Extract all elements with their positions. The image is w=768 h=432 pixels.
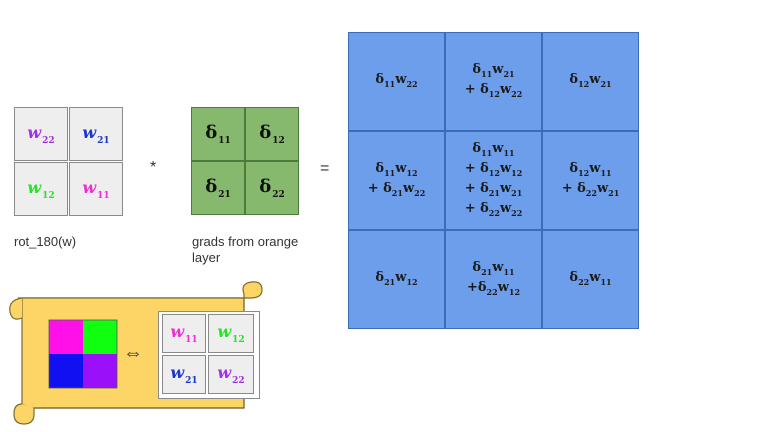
- weight-cell-w21: w21: [69, 107, 123, 161]
- result-cell-1-1: δ11w22: [348, 32, 445, 131]
- result-term: + δ22w21: [561, 180, 620, 198]
- result-term: + δ12w22: [464, 81, 523, 99]
- weight-cell-w11: w11: [69, 162, 123, 216]
- weight-label: w22: [27, 122, 55, 146]
- delta-label: δ21: [205, 176, 231, 200]
- legend-cell-w11: w11: [162, 314, 206, 353]
- delta-cell-12: δ12: [245, 107, 299, 161]
- delta-caption-line2: layer: [192, 250, 221, 265]
- delta-cell-21: δ21: [191, 161, 245, 215]
- delta-label: δ12: [259, 122, 285, 146]
- equivalence-operator: ⇔: [123, 342, 143, 364]
- weight-label: w11: [82, 177, 110, 201]
- legend-cell-w21: w21: [162, 355, 206, 394]
- legend-cell-w12: w12: [208, 314, 254, 353]
- result-cell-2-2: δ11w11 + δ12w12 + δ21w21 + δ22w22: [445, 131, 542, 230]
- result-term: + δ22w22: [464, 200, 523, 218]
- result-term: + δ21w21: [464, 180, 523, 198]
- result-term: + δ12w12: [464, 160, 523, 178]
- result-cell-3-2: δ21w11 +δ22w12: [445, 230, 542, 329]
- result-term: + δ21w22: [367, 180, 426, 198]
- swatch-border: [48, 319, 118, 389]
- delta-label: δ11: [205, 122, 231, 146]
- result-term: δ12w11: [569, 160, 612, 178]
- weight-label: w21: [170, 363, 198, 386]
- result-term: +δ22w12: [466, 279, 521, 297]
- result-term: δ12w21: [569, 71, 612, 89]
- weight-label: w12: [217, 322, 245, 345]
- weight-label: w12: [27, 177, 55, 201]
- result-cell-3-1: δ21w12: [348, 230, 445, 329]
- result-term: δ22w11: [569, 269, 612, 287]
- weight-label: w22: [217, 363, 245, 386]
- result-term: δ11w22: [375, 71, 418, 89]
- weight-cell-w22: w22: [14, 107, 68, 161]
- weight-label: w11: [170, 322, 198, 345]
- result-term: δ11w21: [472, 61, 515, 79]
- result-cell-2-3: δ12w11 + δ22w21: [542, 131, 639, 230]
- result-cell-1-2: δ11w21 + δ12w22: [445, 32, 542, 131]
- result-term: δ11w12: [375, 160, 418, 178]
- delta-cell-11: δ11: [191, 107, 245, 161]
- legend-cell-w22: w22: [208, 355, 254, 394]
- weight-cell-w12: w12: [14, 162, 68, 216]
- delta-cell-22: δ22: [245, 161, 299, 215]
- swatch-purple: [83, 354, 117, 388]
- swatch-green: [83, 320, 117, 354]
- rot-caption: rot_180(w): [14, 234, 77, 249]
- delta-label: δ22: [259, 176, 285, 200]
- swatch-magenta: [49, 320, 83, 354]
- delta-caption-line1: grads from orange: [192, 234, 299, 249]
- result-cell-2-1: δ11w12 + δ21w22: [348, 131, 445, 230]
- result-term: δ11w11: [472, 140, 515, 158]
- result-term: δ21w11: [472, 259, 515, 277]
- equals-operator: =: [320, 160, 330, 177]
- result-cell-1-3: δ12w21: [542, 32, 639, 131]
- delta-caption: grads from orange layer: [192, 234, 298, 266]
- result-term: δ21w12: [375, 269, 418, 287]
- swatch-blue: [49, 354, 83, 388]
- convolution-operator: *: [150, 159, 157, 176]
- weight-label: w21: [82, 122, 110, 146]
- result-cell-3-3: δ22w11: [542, 230, 639, 329]
